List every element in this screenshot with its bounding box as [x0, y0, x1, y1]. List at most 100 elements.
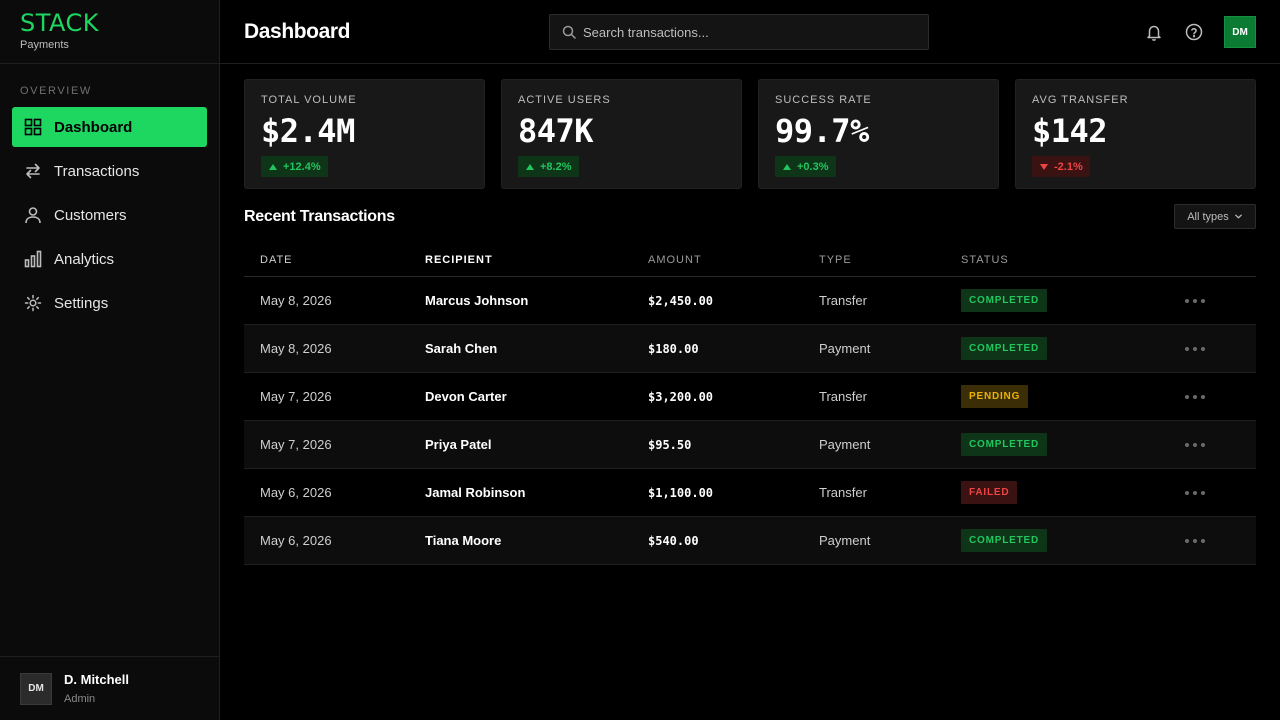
- table-row[interactable]: May 6, 2026 Tiana Moore $540.00 Payment …: [244, 517, 1256, 565]
- cell-date: May 8, 2026: [260, 293, 332, 308]
- cell-date: May 7, 2026: [260, 437, 332, 452]
- cell-date: May 6, 2026: [260, 533, 332, 548]
- column-header-recipient[interactable]: RECIPIENT: [425, 254, 493, 266]
- status-badge: FAILED: [961, 481, 1018, 504]
- column-header-status[interactable]: STATUS: [961, 254, 1009, 266]
- help-icon: [1185, 23, 1203, 41]
- stat-card-avg-transfer: AVG TRANSFER $142 -2.1%: [1015, 79, 1256, 189]
- sidebar-item-label: Transactions: [54, 162, 140, 180]
- cell-recipient: Sarah Chen: [425, 341, 498, 356]
- search-box[interactable]: [549, 14, 929, 50]
- cell-recipient: Marcus Johnson: [425, 293, 529, 308]
- filter-label: All types: [1187, 210, 1229, 223]
- status-badge: PENDING: [961, 385, 1029, 408]
- status-badge: COMPLETED: [961, 529, 1047, 552]
- stat-delta: +8.2%: [540, 160, 572, 173]
- top-bar: Dashboard DM: [220, 0, 1280, 64]
- cell-date: May 7, 2026: [260, 389, 332, 404]
- page-title: Dashboard: [244, 20, 351, 43]
- transactions-table: DATE RECIPIENT AMOUNT TYPE STATUS May 8,…: [244, 244, 1256, 565]
- more-actions-icon[interactable]: [1183, 439, 1207, 451]
- trend-up-icon: [269, 163, 277, 170]
- sidebar-item-label: Settings: [54, 294, 109, 312]
- table-row[interactable]: May 7, 2026 Devon Carter $3,200.00 Trans…: [244, 373, 1256, 421]
- cell-amount: $3,200.00: [648, 389, 714, 404]
- sidebar-item-label: Analytics: [54, 250, 115, 268]
- stat-delta: -2.1%: [1054, 160, 1083, 173]
- cell-recipient: Priya Patel: [425, 437, 492, 452]
- trend-up-icon: [526, 163, 534, 170]
- stat-delta: +0.3%: [797, 160, 829, 173]
- table-row[interactable]: May 8, 2026 Sarah Chen $180.00 Payment C…: [244, 325, 1256, 373]
- status-badge: COMPLETED: [961, 337, 1047, 360]
- grid-icon: [24, 118, 42, 136]
- more-actions-icon[interactable]: [1183, 535, 1207, 547]
- user-profile[interactable]: DM D. Mitchell Admin: [0, 656, 219, 720]
- table-row[interactable]: May 6, 2026 Jamal Robinson $1,100.00 Tra…: [244, 469, 1256, 517]
- stat-label: AVG TRANSFER: [1032, 94, 1129, 106]
- sidebar-item-customers[interactable]: Customers: [12, 195, 207, 235]
- help-button[interactable]: [1184, 22, 1204, 42]
- cell-recipient: Devon Carter: [425, 389, 507, 404]
- bell-icon: [1147, 25, 1161, 41]
- cell-type: Payment: [819, 341, 871, 356]
- column-header-amount[interactable]: AMOUNT: [648, 254, 702, 266]
- sidebar-item-transactions[interactable]: Transactions: [12, 151, 207, 191]
- cell-amount: $95.50: [648, 437, 692, 452]
- cell-type: Transfer: [819, 485, 867, 500]
- stat-value: $142: [1032, 112, 1108, 150]
- stat-delta-badge: +0.3%: [775, 156, 836, 177]
- column-header-date[interactable]: DATE: [260, 254, 293, 266]
- cell-date: May 8, 2026: [260, 341, 332, 356]
- search-icon: [562, 25, 576, 39]
- sidebar: STACK Payments OVERVIEW Dashboard Transa…: [0, 0, 220, 720]
- cell-date: May 6, 2026: [260, 485, 332, 500]
- brand-name: STACK: [20, 9, 100, 37]
- more-actions-icon[interactable]: [1183, 295, 1207, 307]
- status-badge: COMPLETED: [961, 433, 1047, 456]
- brand-subtitle: Payments: [20, 39, 69, 51]
- stat-delta-badge: +12.4%: [261, 156, 328, 177]
- account-avatar[interactable]: DM: [1224, 16, 1256, 48]
- brand[interactable]: STACK Payments: [0, 0, 219, 64]
- notifications-button[interactable]: [1144, 22, 1164, 42]
- bar-chart-icon: [24, 250, 42, 268]
- sidebar-item-settings[interactable]: Settings: [12, 283, 207, 323]
- chevron-down-icon: [1234, 214, 1242, 219]
- more-actions-icon[interactable]: [1183, 487, 1207, 499]
- table-header: DATE RECIPIENT AMOUNT TYPE STATUS: [244, 244, 1256, 277]
- cell-amount: $1,100.00: [648, 485, 714, 500]
- stat-value: 99.7%: [775, 112, 869, 150]
- cell-type: Transfer: [819, 293, 867, 308]
- user-icon: [24, 206, 42, 224]
- column-header-type[interactable]: TYPE: [819, 254, 852, 266]
- arrows-swap-icon: [24, 162, 42, 180]
- table-row[interactable]: May 8, 2026 Marcus Johnson $2,450.00 Tra…: [244, 277, 1256, 325]
- cell-type: Transfer: [819, 389, 867, 404]
- stat-card-active-users: ACTIVE USERS 847K +8.2%: [501, 79, 742, 189]
- more-actions-icon[interactable]: [1183, 343, 1207, 355]
- stat-label: TOTAL VOLUME: [261, 94, 357, 106]
- trend-down-icon: [1040, 163, 1048, 170]
- user-name: D. Mitchell: [64, 672, 130, 687]
- cell-recipient: Tiana Moore: [425, 533, 502, 548]
- stat-card-success-rate: SUCCESS RATE 99.7% +0.3%: [758, 79, 999, 189]
- nav-section-label: OVERVIEW: [20, 85, 92, 97]
- avatar: DM: [20, 672, 52, 705]
- sidebar-item-dashboard[interactable]: Dashboard: [12, 107, 207, 147]
- sidebar-item-analytics[interactable]: Analytics: [12, 239, 207, 279]
- stat-delta-badge: +8.2%: [518, 156, 579, 177]
- cell-amount: $540.00: [648, 533, 699, 548]
- stat-delta: +12.4%: [283, 160, 321, 173]
- sidebar-item-label: Dashboard: [54, 118, 133, 136]
- type-filter-dropdown[interactable]: All types: [1174, 204, 1256, 229]
- stat-label: SUCCESS RATE: [775, 94, 872, 106]
- user-role: Admin: [64, 693, 96, 705]
- search-input[interactable]: [583, 24, 903, 40]
- more-actions-icon[interactable]: [1183, 391, 1207, 403]
- stats-row: TOTAL VOLUME $2.4M +12.4% ACTIVE USERS 8…: [244, 79, 1256, 189]
- table-row[interactable]: May 7, 2026 Priya Patel $95.50 Payment C…: [244, 421, 1256, 469]
- status-badge: COMPLETED: [961, 289, 1047, 312]
- sidebar-item-label: Customers: [54, 206, 127, 224]
- trend-up-icon: [783, 163, 791, 170]
